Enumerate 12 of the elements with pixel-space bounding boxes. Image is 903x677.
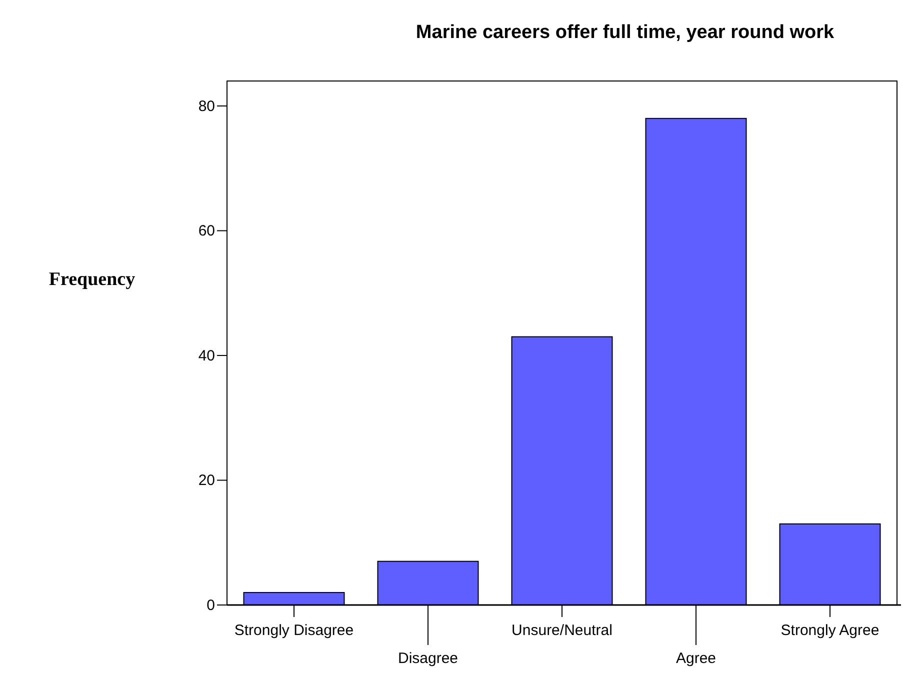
y-tick-label: 40 — [198, 347, 215, 364]
y-axis-title: Frequency — [48, 269, 136, 290]
x-tick-label: Strongly Disagree — [234, 622, 354, 639]
x-tick-label: Agree — [676, 650, 716, 667]
y-tick-label: 20 — [198, 472, 215, 490]
x-tick-label: Strongly Agree — [780, 622, 880, 639]
y-tick-label: 80 — [198, 98, 215, 115]
y-tick-label: 0 — [206, 597, 215, 614]
x-tick-label: Unsure/Neutral — [512, 622, 612, 639]
x-tick-label: Disagree — [398, 650, 458, 667]
y-tick-label: 60 — [198, 222, 215, 240]
chart-title: Marine careers offer full time, year round work — [416, 22, 834, 43]
